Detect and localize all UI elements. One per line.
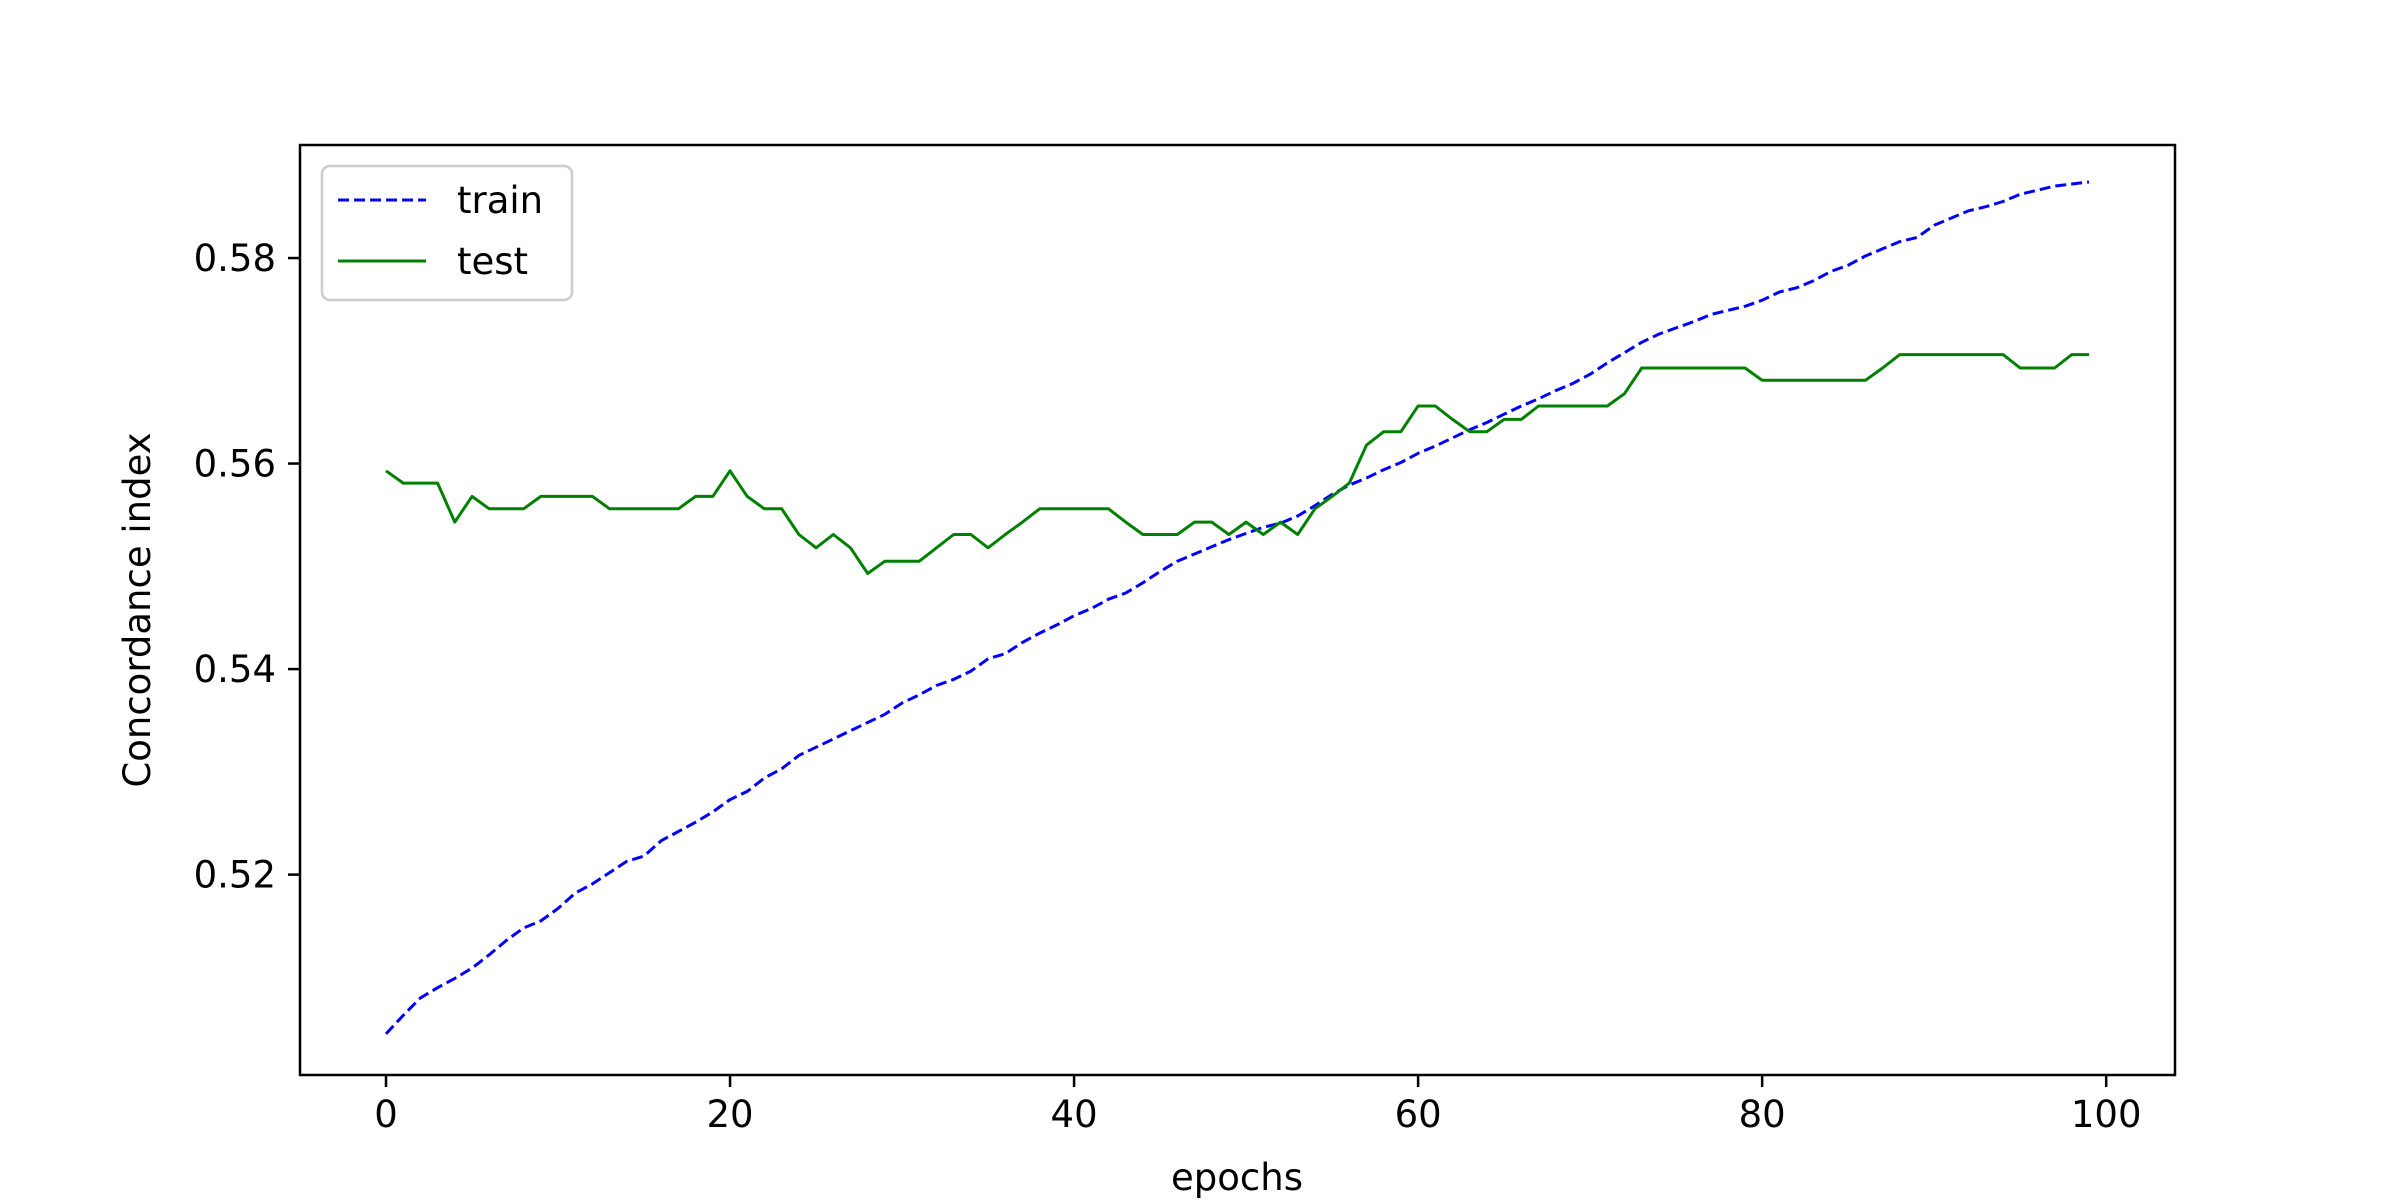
y-tick-label: 0.54 bbox=[194, 648, 276, 691]
x-tick-label: 20 bbox=[706, 1093, 753, 1136]
x-axis-ticks: 0 20 40 60 80 100 bbox=[374, 1075, 2142, 1136]
x-tick-label: 60 bbox=[1395, 1093, 1442, 1136]
x-axis-label: epochs bbox=[1171, 1156, 1303, 1199]
y-axis-label: Concordance index bbox=[116, 432, 159, 787]
x-tick-label: 100 bbox=[2071, 1093, 2142, 1136]
plot-area bbox=[300, 145, 2175, 1075]
series-line-test bbox=[385, 353, 2089, 575]
x-tick-label: 80 bbox=[1739, 1093, 1786, 1136]
y-axis-ticks: 0.52 0.54 0.56 0.58 bbox=[194, 237, 300, 897]
x-tick-label: 40 bbox=[1051, 1093, 1098, 1136]
legend: train test bbox=[320, 164, 574, 302]
series-line-train bbox=[384, 180, 2090, 1035]
y-tick-label: 0.56 bbox=[194, 443, 276, 486]
legend-test-label: test bbox=[457, 240, 528, 283]
series-layer bbox=[384, 180, 2090, 1035]
axes-frame bbox=[298, 143, 2177, 1077]
legend-train-label: train bbox=[457, 179, 543, 222]
y-tick-label: 0.52 bbox=[194, 854, 276, 897]
legend-frame bbox=[320, 164, 574, 302]
y-tick-label: 0.58 bbox=[194, 237, 276, 280]
x-tick-label: 0 bbox=[374, 1093, 398, 1136]
